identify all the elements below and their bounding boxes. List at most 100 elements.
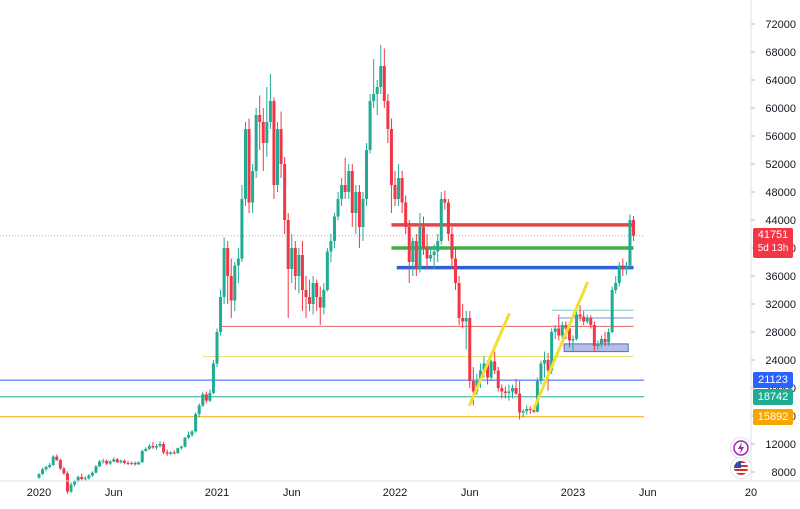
- candle-body: [325, 251, 329, 290]
- candle-body: [187, 434, 191, 438]
- candle-body: [108, 461, 112, 464]
- candle-159: [578, 305, 582, 322]
- candle-body: [489, 361, 493, 378]
- support-zone-0[interactable]: [563, 343, 629, 353]
- candle-body: [265, 122, 269, 143]
- candle-28: [112, 457, 116, 463]
- candle-body: [624, 265, 628, 269]
- candle-103: [379, 45, 383, 94]
- candle-57: [215, 328, 219, 367]
- candle-body: [585, 318, 589, 322]
- candle-body: [243, 129, 247, 199]
- price-tag-level-3: 15892: [753, 408, 793, 425]
- candle-body: [112, 459, 116, 462]
- candle-156: [567, 326, 571, 348]
- trendline-0[interactable]: [468, 313, 511, 407]
- candle-124: [454, 248, 458, 290]
- candle-body: [386, 101, 390, 129]
- candle-139: [507, 384, 511, 401]
- candle-body: [357, 192, 361, 227]
- candle-21: [87, 474, 91, 480]
- candle-body: [172, 452, 176, 454]
- candle-107: [393, 171, 397, 206]
- candle-96: [354, 185, 358, 234]
- candle-94: [347, 164, 351, 199]
- x-tick-label-2: 2021: [205, 487, 229, 499]
- x-tick-label-5: Jun: [461, 487, 479, 499]
- candle-149: [543, 351, 547, 378]
- candle-body: [101, 460, 105, 462]
- candle-141: [514, 378, 518, 395]
- candle-77: [286, 213, 290, 318]
- lightning-button[interactable]: [730, 437, 752, 459]
- candle-12: [55, 454, 59, 461]
- candle-153: [557, 314, 561, 341]
- candle-body: [503, 391, 507, 393]
- candle-body: [436, 241, 440, 252]
- candle-123: [450, 227, 454, 269]
- candle-body: [350, 171, 354, 213]
- candle-body: [592, 325, 596, 346]
- candle-172: [624, 262, 628, 275]
- candle-body: [222, 248, 226, 297]
- candle-93: [343, 157, 347, 199]
- candle-body: [297, 255, 301, 276]
- candle-66: [247, 118, 251, 213]
- candle-body: [183, 437, 187, 447]
- candle-49: [187, 431, 191, 440]
- candle-body: [607, 332, 611, 343]
- candle-body: [532, 409, 536, 412]
- candle-108: [397, 164, 401, 206]
- candle-90: [332, 213, 336, 248]
- candle-71: [265, 87, 269, 157]
- candle-body: [454, 258, 458, 283]
- candle-137: [500, 384, 504, 399]
- candle-164: [596, 340, 600, 350]
- candle-body: [211, 363, 215, 393]
- price-tag-countdown: 5d 13h: [757, 242, 789, 254]
- y-tick-label-11: 52000: [765, 159, 796, 171]
- candle-72: [268, 73, 272, 129]
- candle-body: [543, 360, 547, 364]
- candle-91: [336, 192, 340, 220]
- candle-128: [468, 311, 472, 388]
- candle-173: [628, 214, 632, 269]
- candle-174: [632, 215, 636, 241]
- candle-body: [432, 251, 436, 255]
- candle-body: [261, 122, 265, 143]
- candle-body: [229, 276, 233, 301]
- candle-body: [240, 199, 244, 259]
- candle-171: [621, 258, 625, 276]
- candle-29: [115, 458, 119, 463]
- x-tick-label-7: Jun: [639, 487, 657, 499]
- candle-109: [400, 171, 404, 213]
- candle-body: [219, 297, 223, 332]
- candle-body: [496, 370, 500, 388]
- candle-body: [73, 481, 77, 485]
- candle-body: [421, 227, 425, 248]
- candle-87: [322, 283, 326, 315]
- candle-122: [446, 199, 450, 241]
- candle-body: [105, 460, 109, 464]
- candle-body: [176, 448, 180, 454]
- x-tick-label-4: 2022: [383, 487, 407, 499]
- trendline-1[interactable]: [532, 281, 589, 411]
- candle-112: [411, 237, 415, 276]
- candle-116: [425, 234, 429, 269]
- candle-166: [603, 332, 607, 346]
- candle-body: [578, 314, 582, 317]
- candle-145: [528, 406, 532, 414]
- candle-46: [176, 447, 180, 454]
- candle-34: [133, 461, 137, 466]
- candle-52: [197, 403, 201, 418]
- candle-body: [343, 185, 347, 192]
- candle-body: [247, 129, 251, 203]
- candle-8: [41, 467, 45, 475]
- candle-138: [503, 386, 507, 399]
- candle-body: [596, 344, 600, 346]
- region-flag-button[interactable]: [730, 457, 752, 479]
- candle-body: [389, 129, 393, 185]
- candle-82: [304, 276, 308, 318]
